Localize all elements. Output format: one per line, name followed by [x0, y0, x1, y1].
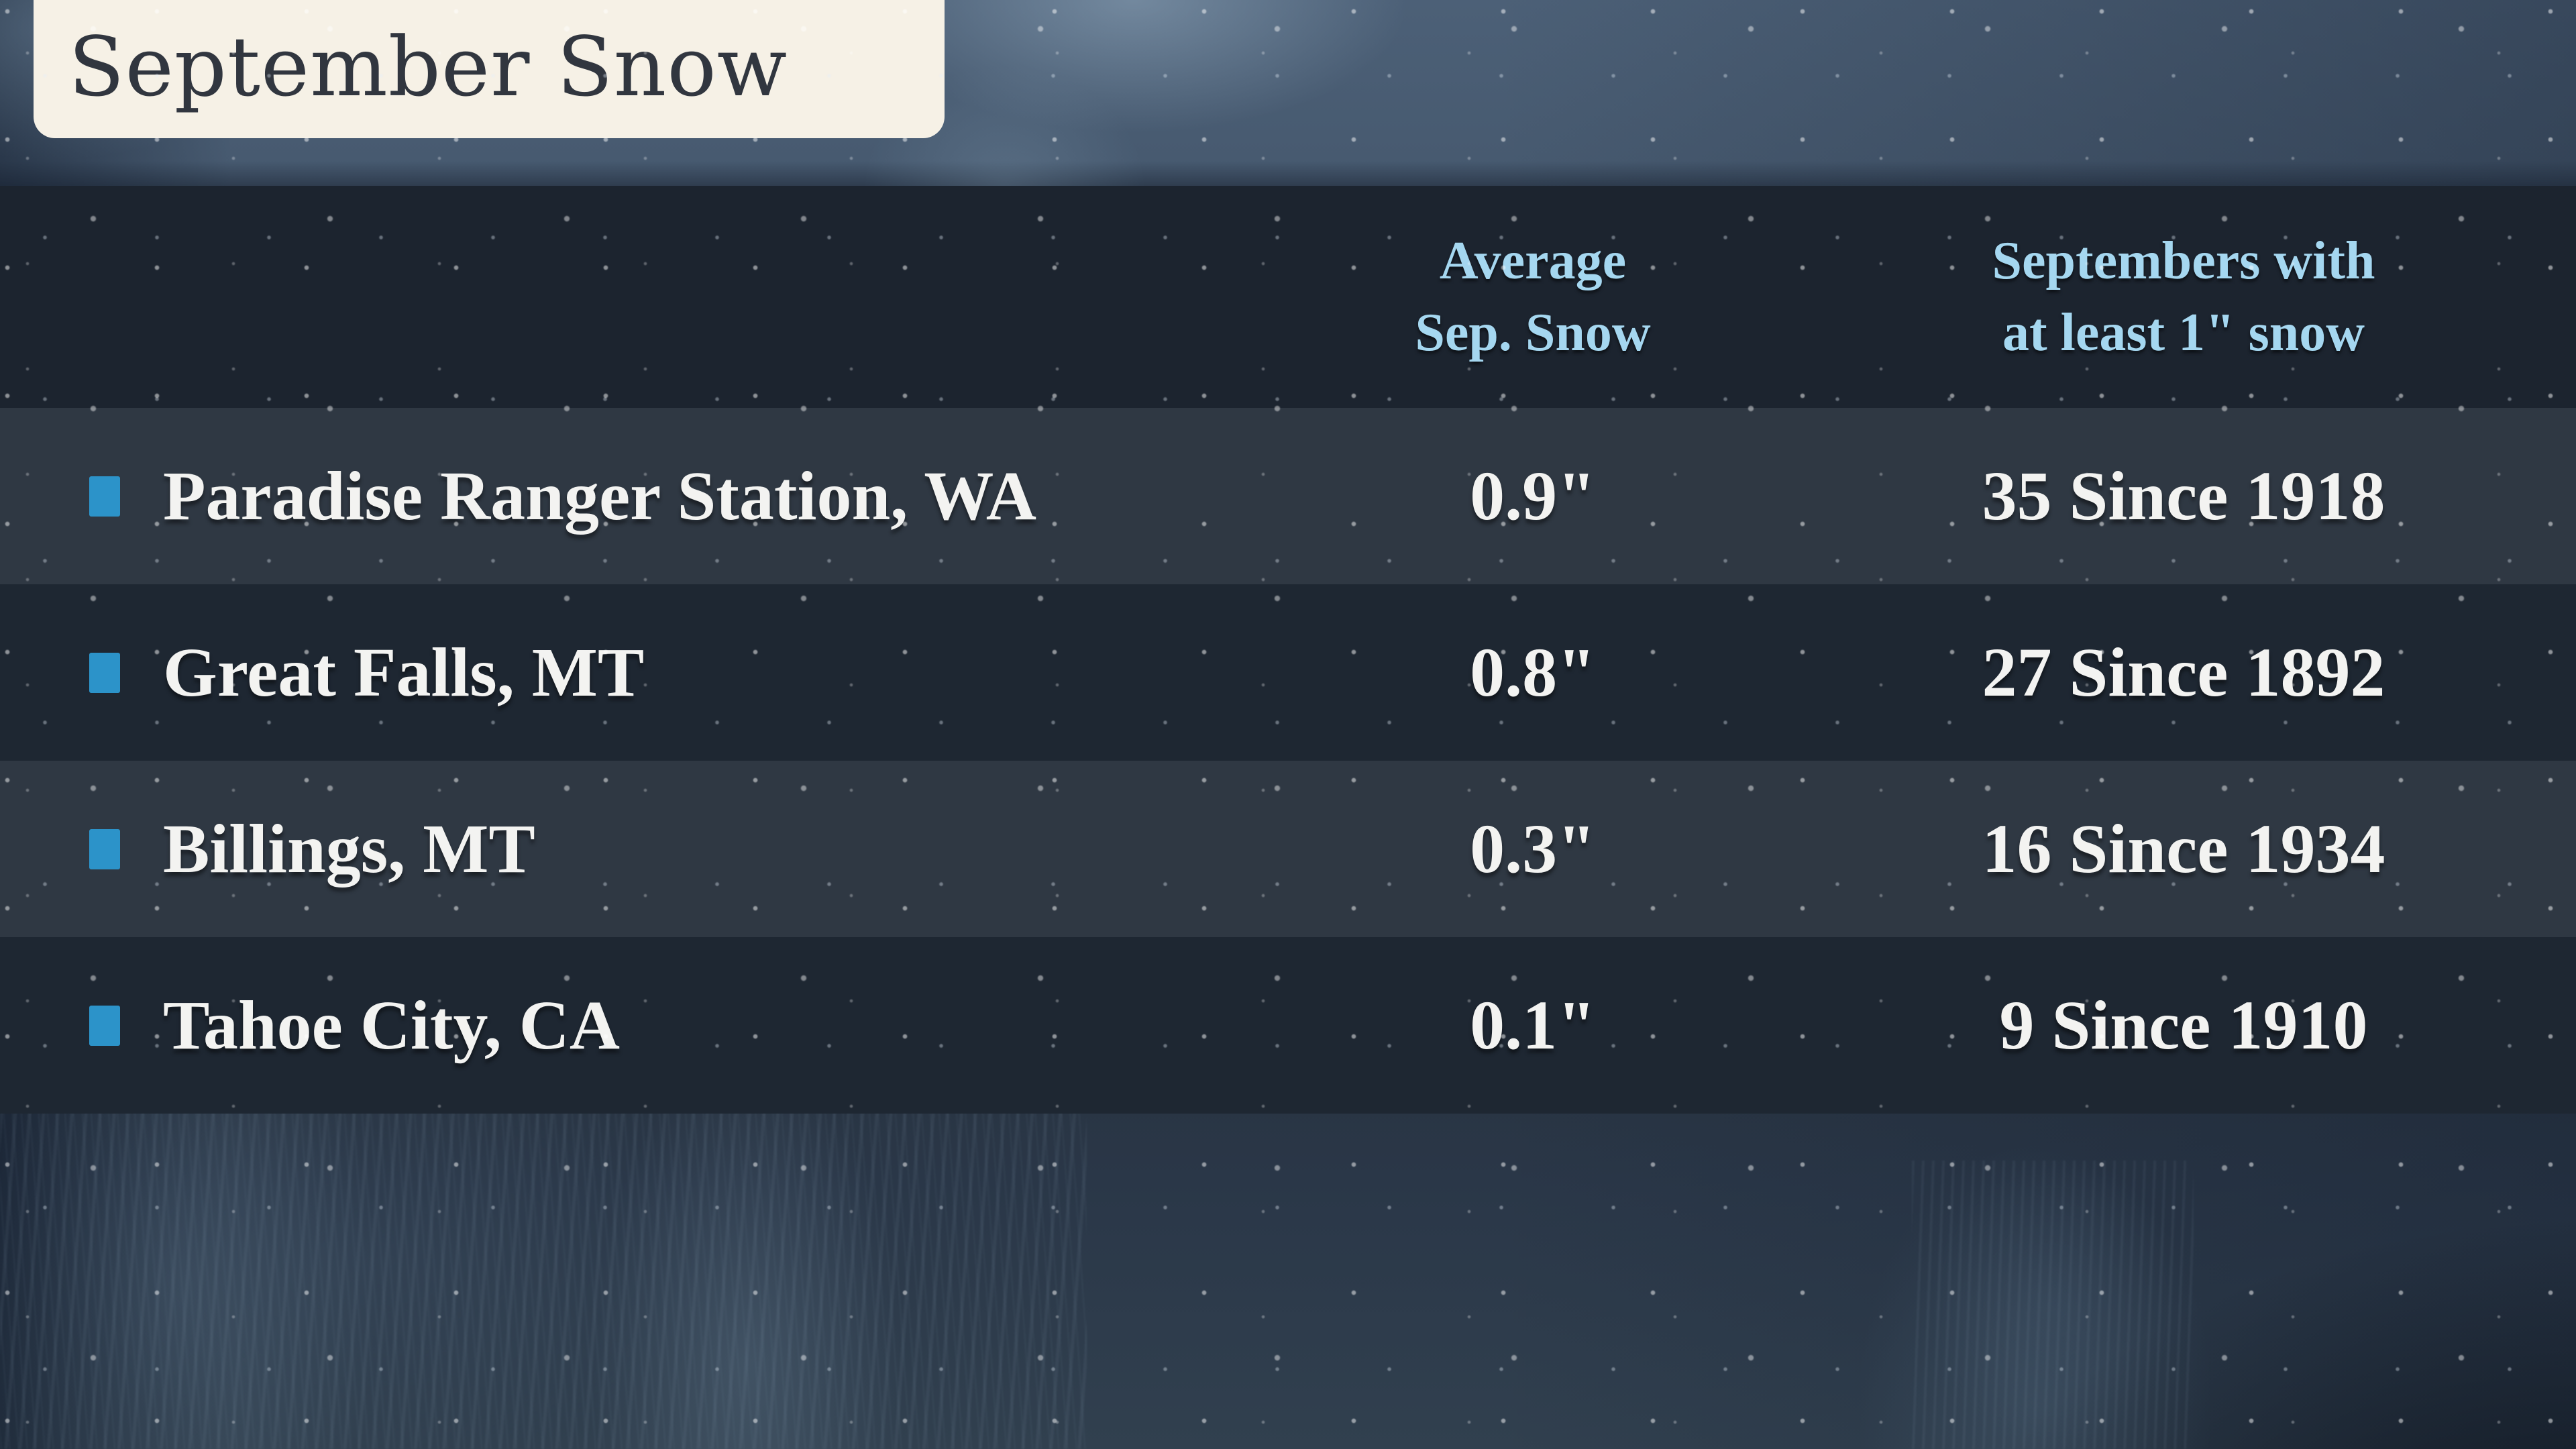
septembers-value: 27 Since 1892 — [1982, 634, 2385, 711]
page-title: September Snow — [68, 19, 788, 115]
location-label: Tahoe City, CA — [163, 987, 620, 1064]
avg-snow-value: 0.9" — [1470, 458, 1596, 535]
avg-snow-value: 0.3" — [1470, 810, 1596, 888]
location-label: Great Falls, MT — [163, 634, 645, 711]
frost-texture-left — [0, 1107, 1087, 1449]
avg-snow-value: 0.1" — [1470, 987, 1596, 1064]
septembers-value: 35 Since 1918 — [1982, 458, 2385, 535]
header-cell-average-snow: Average Sep. Snow — [1275, 186, 1791, 408]
septembers-value: 16 Since 1934 — [1982, 810, 2385, 888]
header-average-line1: Average — [1439, 231, 1627, 291]
bullet-square-icon — [89, 476, 120, 517]
bullet-square-icon — [89, 652, 120, 693]
location-cell: Tahoe City, CA — [0, 937, 1275, 1114]
avg-snow-value: 0.8" — [1470, 634, 1596, 711]
location-cell: Billings, MT — [0, 761, 1275, 937]
location-label: Paradise Ranger Station, WA — [163, 458, 1036, 535]
header-average-line2: Sep. Snow — [1415, 303, 1651, 362]
bullet-square-icon — [89, 828, 120, 869]
location-cell: Great Falls, MT — [0, 584, 1275, 761]
table-header-row: Average Sep. Snow Septembers with at lea… — [0, 186, 2576, 408]
header-cell-septembers: Septembers with at least 1" snow — [1791, 186, 2576, 408]
header-septembers-line2: at least 1" snow — [2002, 303, 2365, 362]
table-row: Billings, MT 0.3" 16 Since 1934 — [0, 761, 2576, 937]
bullet-square-icon — [89, 1005, 120, 1046]
table-row: Tahoe City, CA 0.1" 9 Since 1910 — [0, 937, 2576, 1114]
header-septembers-line1: Septembers with — [1992, 231, 2375, 291]
table-row: Paradise Ranger Station, WA 0.9" 35 Sinc… — [0, 408, 2576, 584]
location-label: Billings, MT — [163, 810, 535, 888]
snow-stats-table: Average Sep. Snow Septembers with at lea… — [0, 186, 2576, 1114]
septembers-value: 9 Since 1910 — [1999, 987, 2368, 1064]
frost-texture-right — [1912, 1161, 2194, 1449]
header-cell-location — [0, 186, 1275, 408]
table-row: Great Falls, MT 0.8" 27 Since 1892 — [0, 584, 2576, 761]
title-box: September Snow — [34, 0, 945, 138]
location-cell: Paradise Ranger Station, WA — [0, 408, 1275, 584]
